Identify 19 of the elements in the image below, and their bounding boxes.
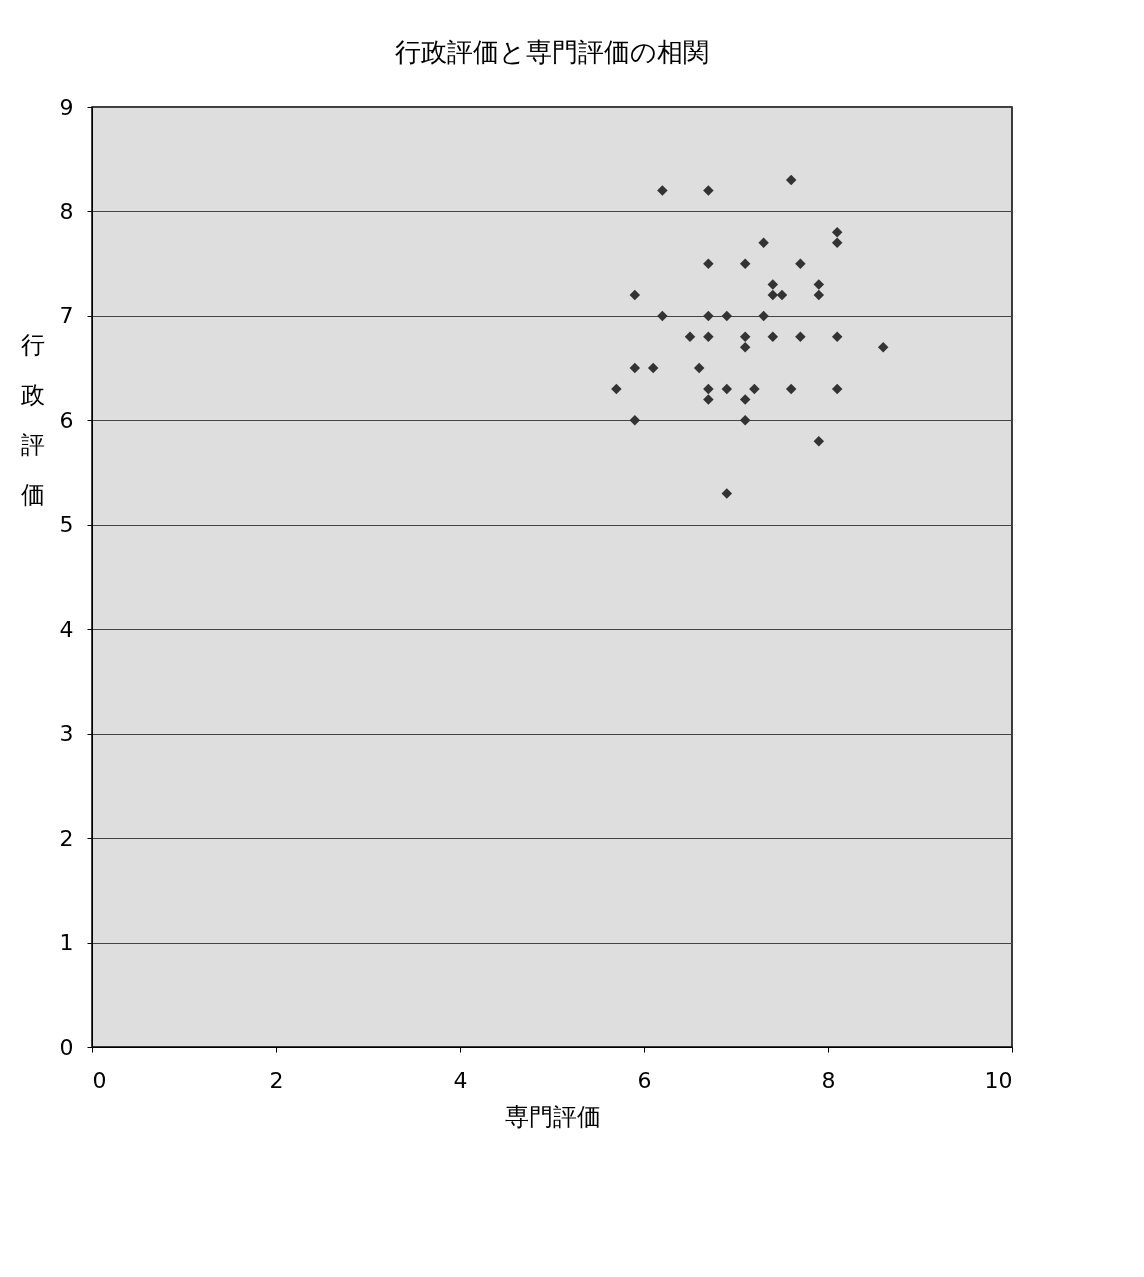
y-tick-label: 4: [59, 616, 74, 642]
y-tick-label: 0: [59, 1034, 74, 1060]
x-tick-label: 2: [269, 1067, 284, 1093]
y-tick-label: 3: [59, 721, 74, 747]
y-tick-label: 1: [59, 930, 74, 956]
x-tick-label: 8: [821, 1067, 836, 1093]
y-axis-title: 行政評価: [20, 330, 45, 509]
chart-title: 行政評価と専門評価の相関: [395, 37, 709, 67]
x-tick-label: 10: [984, 1067, 1013, 1093]
y-tick-label: 7: [59, 303, 74, 329]
y-tick-label: 6: [59, 407, 74, 433]
x-axis-title: 専門評価: [504, 1102, 601, 1131]
x-tick-label: 0: [92, 1067, 107, 1093]
x-tick-label: 6: [637, 1067, 652, 1093]
x-tick-label: 4: [453, 1067, 468, 1093]
y-tick-label: 8: [59, 198, 74, 224]
y-tick-label: 5: [59, 512, 74, 538]
y-tick-label: 2: [59, 825, 74, 851]
y-tick-label: 9: [59, 94, 74, 120]
